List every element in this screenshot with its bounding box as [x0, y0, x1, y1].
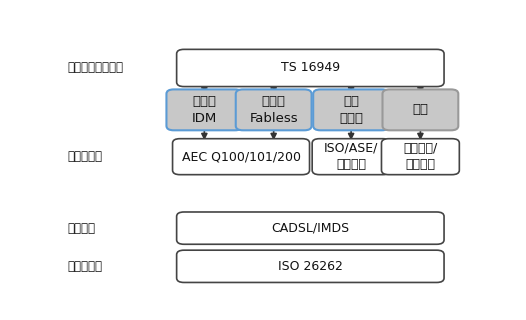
- Text: 安全性认证: 安全性认证: [68, 260, 103, 273]
- Text: 模块
子系统: 模块 子系统: [339, 95, 363, 124]
- Text: ISO/ASE/
车厂要求: ISO/ASE/ 车厂要求: [324, 142, 378, 172]
- Text: 零件组
Fabless: 零件组 Fabless: [249, 95, 298, 124]
- Text: TS 16949: TS 16949: [281, 61, 340, 75]
- FancyBboxPatch shape: [173, 139, 309, 175]
- Text: CADSL/IMDS: CADSL/IMDS: [271, 222, 349, 235]
- Text: 车辆: 车辆: [412, 103, 428, 116]
- FancyBboxPatch shape: [236, 89, 311, 130]
- Text: AEC Q100/101/200: AEC Q100/101/200: [181, 150, 300, 163]
- FancyBboxPatch shape: [313, 89, 389, 130]
- Text: 可靠性认证: 可靠性认证: [68, 150, 103, 163]
- Text: 零件组
IDM: 零件组 IDM: [191, 95, 217, 124]
- FancyBboxPatch shape: [312, 139, 390, 175]
- FancyBboxPatch shape: [381, 139, 459, 175]
- Text: 各国法规/
车厂规范: 各国法规/ 车厂规范: [403, 142, 438, 172]
- FancyBboxPatch shape: [177, 250, 444, 283]
- FancyBboxPatch shape: [382, 89, 458, 130]
- FancyBboxPatch shape: [166, 89, 242, 130]
- Text: 品质管理系统认证: 品质管理系统认证: [68, 61, 124, 75]
- FancyBboxPatch shape: [177, 212, 444, 244]
- Text: ISO 26262: ISO 26262: [278, 260, 343, 273]
- Text: 绿色环保: 绿色环保: [68, 222, 96, 235]
- FancyBboxPatch shape: [177, 49, 444, 87]
